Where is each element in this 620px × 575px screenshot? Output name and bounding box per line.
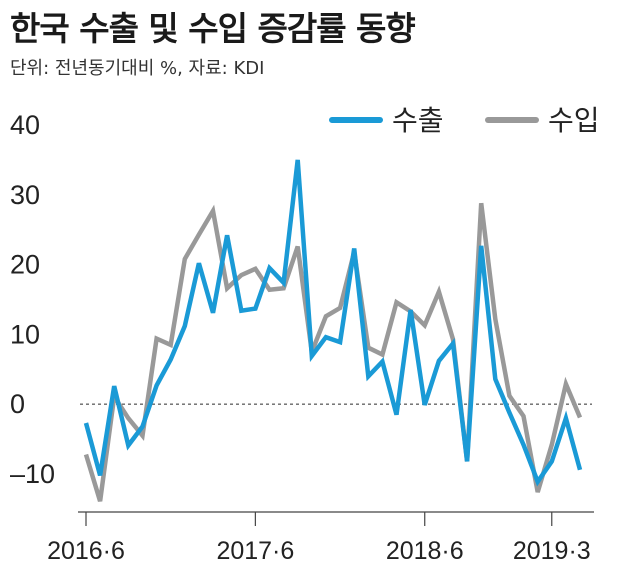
y-tick-label: 0 [10,389,25,419]
chart-title: 한국 수출 및 수입 증감률 동향 [10,9,416,48]
y-tick-label: 40 [10,110,40,140]
chart-subtitle: 단위: 전년동기대비 %, 자료: KDI [10,58,265,79]
legend-label-export: 수출 [392,104,444,137]
legend-label-import: 수입 [548,104,600,137]
x-tick-label: 2017·6 [216,537,294,565]
x-tick-label: 2019·3 [513,537,591,565]
y-tick-label: 20 [10,250,40,280]
y-tick-label: 10 [10,319,40,349]
legend: 수출 수입 [329,104,600,137]
x-tick-label: 2018·6 [386,537,464,565]
x-axis: 2016·6 2017·6 2018·6 2019·3 [47,512,591,565]
series-line-export [83,159,583,487]
x-tick-label: 2016·6 [47,537,125,565]
series-line-import [83,202,583,502]
y-axis: 40 30 20 10 0 –10 [10,110,55,489]
series-layer [83,159,583,502]
y-tick-label: 30 [10,180,40,210]
y-tick-label: –10 [10,459,55,489]
